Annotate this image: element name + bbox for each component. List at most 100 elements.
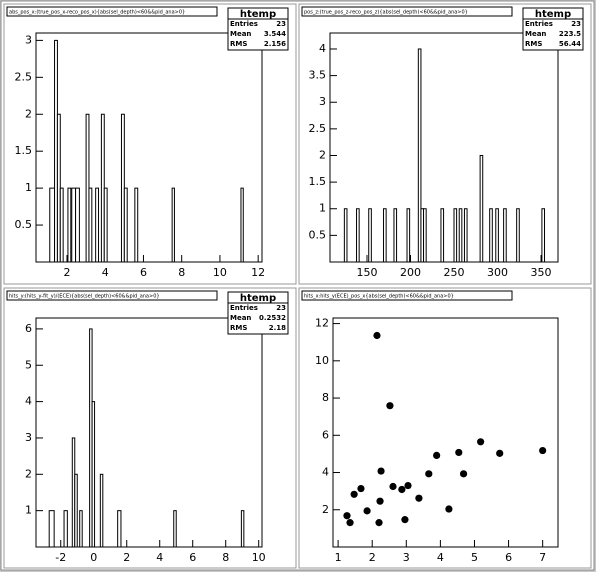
x-tick-label: 5: [471, 551, 478, 564]
histogram-bar: [63, 510, 68, 548]
y-tick-label: 1.5: [309, 175, 327, 188]
plot-title: pos_z:(true_pos_z-reco_pos_z){abs(sel_de…: [304, 10, 468, 16]
scatter-point: [496, 449, 504, 457]
scatter-point: [415, 494, 423, 502]
x-tick-label: 6: [505, 551, 512, 564]
histogram-bar: [71, 187, 77, 263]
histogram-bar: [503, 208, 507, 263]
histogram-bar: [240, 510, 245, 548]
histogram-bar: [123, 187, 128, 263]
stats-label: Mean: [230, 30, 251, 38]
histogram-bar: [74, 473, 78, 548]
stats-box: [522, 7, 584, 51]
title-box: [301, 290, 513, 301]
x-tick-label: 3: [403, 551, 410, 564]
y-tick-label: 8: [322, 391, 329, 404]
stats-value: 23: [276, 304, 286, 312]
stats-label: Entries: [230, 20, 258, 28]
y-tick-label: 12: [315, 317, 329, 330]
histogram-bar: [495, 208, 499, 263]
scatter-point: [539, 446, 547, 455]
x-tick-label: 350: [531, 266, 552, 279]
x-tick-label: 0: [90, 551, 97, 564]
histogram-bar: [59, 187, 64, 263]
stats-box: [227, 291, 289, 335]
histogram-bar: [453, 208, 458, 263]
scatter-point: [445, 505, 453, 513]
histogram-bar: [88, 187, 93, 263]
y-tick-label: 1: [25, 181, 32, 194]
y-tick-label: 3: [25, 431, 32, 444]
histogram-bar: [171, 187, 175, 263]
histogram-bar: [79, 510, 83, 548]
x-tick-label: 4: [102, 266, 109, 279]
histogram-bar: [458, 208, 463, 263]
y-tick-label: 2.5: [309, 122, 327, 135]
histogram-bar: [463, 208, 468, 263]
y-tick-label: 5: [25, 358, 32, 371]
histogram-bar: [103, 187, 108, 263]
plot-title: hits_y:(hits_y-fit_y)/(ECE){abs(sel_dept…: [9, 294, 160, 300]
y-tick-label: 0.5: [309, 228, 327, 241]
y-tick-label: 4: [25, 395, 32, 408]
y-tick-label: 3.5: [309, 69, 327, 82]
scatter-point: [363, 507, 371, 515]
x-tick-label: 7: [539, 551, 546, 564]
histogram-bar: [489, 208, 493, 263]
y-tick-label: 6: [25, 322, 32, 335]
title-box: [6, 6, 218, 17]
scatter-point: [357, 484, 365, 493]
plot-title: abs_pos_x:(true_pos_x-reco_pos_x){abs(se…: [9, 10, 185, 16]
histogram-bar: [48, 510, 55, 548]
y-tick-label: 4: [322, 466, 329, 479]
stats-title: htemp: [535, 9, 571, 20]
histogram-bar: [95, 187, 100, 263]
frame: [35, 317, 263, 548]
histogram-bar: [368, 208, 372, 263]
scatter-point: [459, 470, 468, 478]
x-tick-label: 1: [335, 551, 342, 564]
stats-value: 223.5: [559, 30, 581, 38]
stats-value: 23: [276, 20, 286, 28]
y-tick-label: 3: [319, 95, 326, 108]
scatter-point: [389, 482, 397, 491]
x-tick-label: 8: [222, 551, 229, 564]
scatter-point: [455, 448, 463, 457]
scatter-point: [375, 519, 383, 527]
title-box: [6, 290, 218, 301]
y-tick-label: 1: [319, 202, 326, 215]
y-tick-label: 2: [319, 148, 326, 161]
scatter-point: [398, 485, 406, 494]
frame: [35, 32, 263, 263]
pad: [298, 287, 592, 569]
x-tick-label: 2: [123, 551, 130, 564]
scatter-point: [404, 481, 412, 490]
stats-label: Mean: [525, 30, 546, 38]
histogram-bar: [417, 48, 422, 263]
histogram-bar: [393, 208, 398, 263]
y-tick-label: 1.5: [15, 144, 33, 157]
stats-value: 0.2532: [259, 314, 286, 322]
scatter-point: [373, 331, 381, 340]
scatter-point: [386, 402, 394, 410]
histogram-bar: [173, 510, 177, 548]
stats-label: Entries: [230, 304, 258, 312]
scatter-point: [350, 490, 358, 498]
scatter-point: [401, 516, 409, 524]
stats-value: 2.18: [269, 324, 286, 332]
y-tick-label: 3: [25, 33, 32, 46]
x-tick-label: 12: [251, 266, 265, 279]
x-tick-label: 4: [437, 551, 444, 564]
y-tick-label: 4: [319, 42, 326, 55]
x-tick-label: -2: [55, 551, 66, 564]
stats-value: 56.44: [559, 40, 581, 48]
histogram-bar: [117, 510, 122, 548]
y-tick-label: 2: [25, 467, 32, 480]
histogram-bar: [541, 208, 546, 263]
histogram-bar: [134, 187, 139, 263]
histogram-bar: [91, 401, 96, 548]
histogram-bar: [423, 208, 427, 263]
scatter-point: [433, 451, 441, 459]
scatter-point: [376, 497, 384, 505]
